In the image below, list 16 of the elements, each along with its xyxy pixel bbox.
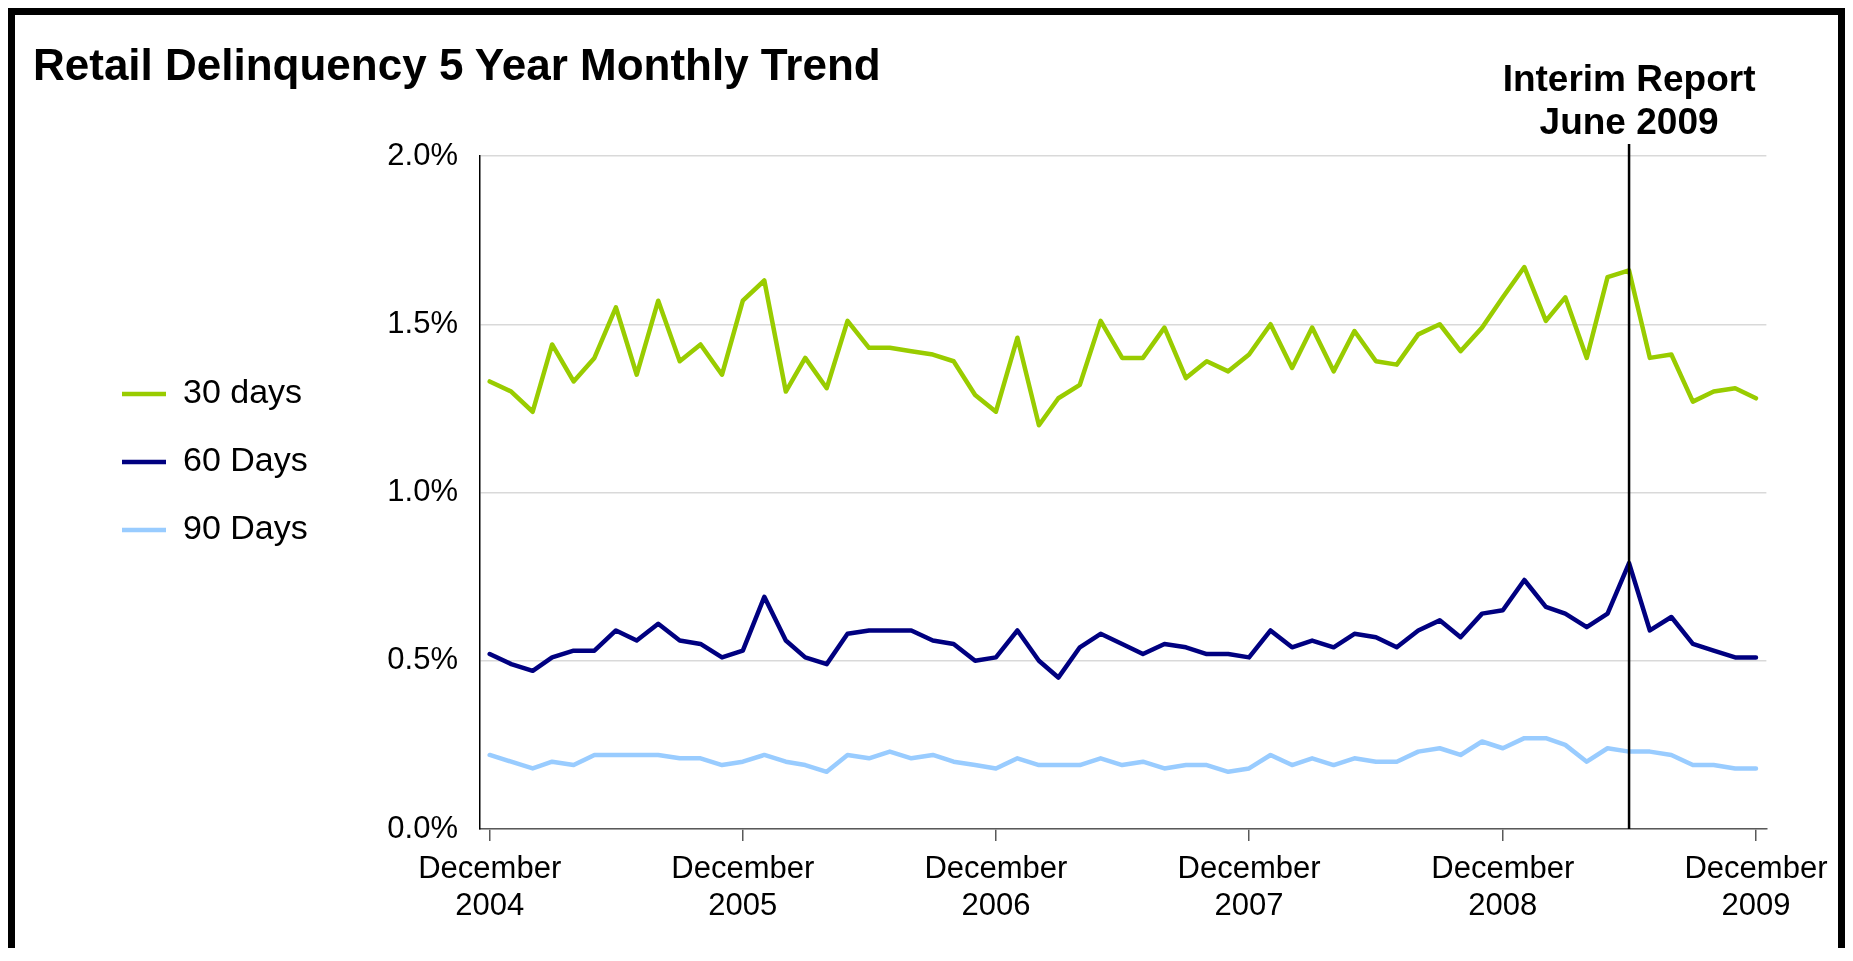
x-tick-label: December 2004	[418, 850, 562, 923]
ref-line-label: Interim Report June 2009	[1502, 57, 1756, 142]
y-tick-label: 2.0%	[387, 136, 458, 172]
x-tick-label: December 2007	[1177, 850, 1321, 923]
y-tick-label: 0.5%	[387, 641, 458, 677]
x-tick-label: December 2009	[1684, 850, 1828, 923]
x-tick-label: December 2008	[1431, 850, 1575, 923]
y-tick-label: 1.0%	[387, 473, 458, 509]
y-tick-label: 0.0%	[387, 809, 458, 845]
y-tick-label: 1.5%	[387, 304, 458, 340]
legend-label: 60 Days	[183, 440, 308, 479]
legend-label: 30 days	[183, 372, 303, 411]
legend-label: 90 Days	[183, 508, 308, 547]
chart-title: Retail Delinquency 5 Year Monthly Trend	[33, 40, 881, 89]
x-tick-label: December 2006	[924, 850, 1068, 923]
x-tick-label: December 2005	[671, 850, 815, 923]
